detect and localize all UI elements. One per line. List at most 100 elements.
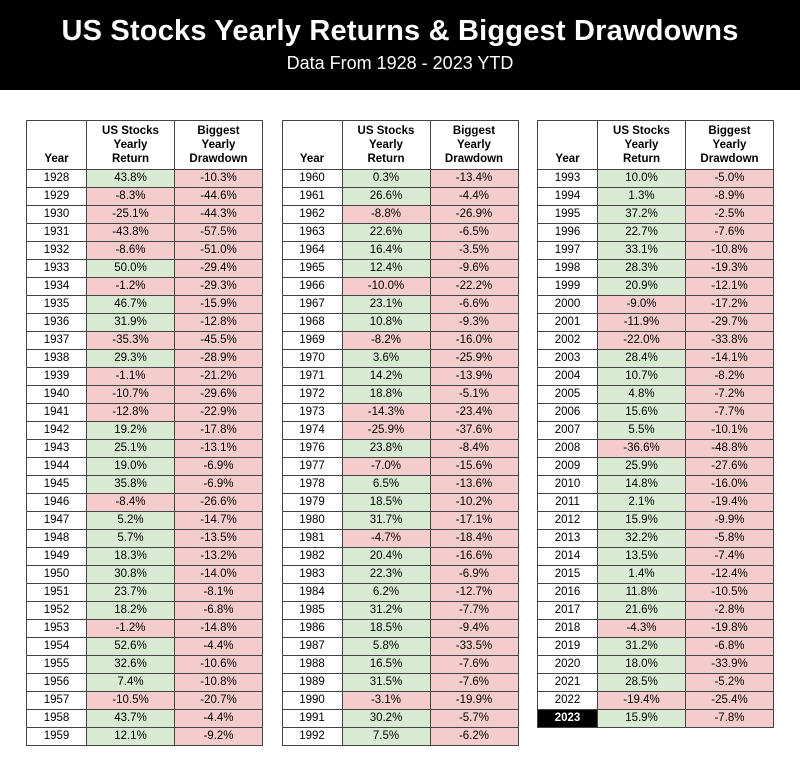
- drawdown-cell: -28.9%: [174, 349, 263, 369]
- year-cell: 2010: [537, 475, 598, 495]
- year-cell: 1960: [281, 169, 343, 189]
- return-cell: -9.0%: [597, 295, 686, 315]
- table-row: 1955 32.6% -10.6%: [26, 655, 263, 675]
- returns-table-1: Year US Stocks Yearly Return Biggest Yearl…: [26, 120, 263, 747]
- drawdown-cell: -19.8%: [685, 619, 774, 639]
- returns-table-2: Year US Stocks Yearly Return Biggest Yearl…: [281, 120, 519, 747]
- drawdown-cell: -7.4%: [685, 547, 774, 567]
- drawdown-cell: -6.9%: [174, 457, 263, 477]
- return-cell: 15.9%: [597, 709, 686, 729]
- return-cell: -8.2%: [341, 331, 431, 351]
- drawdown-cell: -26.9%: [429, 205, 519, 225]
- return-column-header: US Stocks Yearly Return: [597, 120, 686, 171]
- table-row: 1981 -4.7% -18.4%: [281, 529, 519, 549]
- drawdown-cell: -4.4%: [174, 637, 263, 657]
- table-row: 1965 12.4% -9.6%: [281, 259, 519, 279]
- table-row: 1946 -8.4% -26.6%: [26, 493, 263, 513]
- return-cell: -8.4%: [86, 493, 175, 513]
- table-row: 1941 -12.8% -22.9%: [26, 403, 263, 423]
- year-cell: 1997: [537, 241, 598, 261]
- drawdown-cell: -33.5%: [429, 637, 519, 657]
- table-row: 1938 29.3% -28.9%: [26, 349, 263, 369]
- page-subtitle: Data From 1928 - 2023 YTD: [286, 53, 514, 74]
- drawdown-cell: -10.6%: [174, 655, 263, 675]
- return-cell: 32.2%: [597, 529, 686, 549]
- table-row: 1970 3.6% -25.9%: [281, 349, 519, 369]
- header-row: Year US Stocks Yearly Return Biggest Yearl…: [281, 120, 519, 171]
- drawdown-cell: -25.9%: [429, 349, 519, 369]
- table-row: 1972 18.8% -5.1%: [281, 385, 519, 405]
- page-title: US Stocks Yearly Returns & Biggest Drawd…: [61, 15, 739, 47]
- drawdown-cell: -7.7%: [429, 601, 519, 621]
- drawdown-cell: -15.6%: [429, 457, 519, 477]
- return-cell: -10.0%: [341, 277, 431, 297]
- drawdown-cell: -19.4%: [685, 493, 774, 513]
- table-row: 2012 15.9% -9.9%: [537, 511, 774, 531]
- drawdown-cell: -10.1%: [685, 421, 774, 441]
- drawdown-cell: -7.6%: [429, 655, 519, 675]
- year-cell: 1934: [26, 277, 87, 297]
- table-row: 2014 13.5% -7.4%: [537, 547, 774, 567]
- year-cell: 2023: [537, 709, 598, 729]
- drawdown-cell: -16.0%: [429, 331, 519, 351]
- year-cell: 1937: [26, 331, 87, 351]
- year-cell: 1986: [281, 619, 343, 639]
- table-row: 1995 37.2% -2.5%: [537, 205, 774, 225]
- year-cell: 2011: [537, 493, 598, 513]
- return-cell: 20.4%: [341, 547, 431, 567]
- drawdown-cell: -5.8%: [685, 529, 774, 549]
- table-row: 1996 22.7% -7.6%: [537, 223, 774, 243]
- return-cell: 19.2%: [86, 421, 175, 441]
- drawdown-cell: -3.5%: [429, 241, 519, 261]
- table-row: 1928 43.8% -10.3%: [26, 169, 263, 189]
- return-cell: -25.9%: [341, 421, 431, 441]
- drawdown-cell: -7.8%: [685, 709, 774, 729]
- year-cell: 1989: [281, 673, 343, 693]
- year-cell: 2013: [537, 529, 598, 549]
- drawdown-cell: -48.8%: [685, 439, 774, 459]
- return-cell: -7.0%: [341, 457, 431, 477]
- year-cell: 1982: [281, 547, 343, 567]
- table-row: 1940 -10.7% -29.6%: [26, 385, 263, 405]
- table-row: 1931 -43.8% -57.5%: [26, 223, 263, 243]
- table-row: 2020 18.0% -33.9%: [537, 655, 774, 675]
- table-row: 1993 10.0% -5.0%: [537, 169, 774, 189]
- year-cell: 1947: [26, 511, 87, 531]
- return-cell: 29.3%: [86, 349, 175, 369]
- return-cell: 10.8%: [341, 313, 431, 333]
- return-cell: -4.7%: [341, 529, 431, 549]
- drawdown-cell: -18.4%: [429, 529, 519, 549]
- return-cell: 32.6%: [86, 655, 175, 675]
- return-cell: 1.3%: [597, 187, 686, 207]
- drawdown-cell: -57.5%: [174, 223, 263, 243]
- table-row: 1957 -10.5% -20.7%: [26, 691, 263, 711]
- year-cell: 1963: [281, 223, 343, 243]
- year-cell: 1968: [281, 313, 343, 333]
- table-row: 2019 31.2% -6.8%: [537, 637, 774, 657]
- drawdown-cell: -51.0%: [174, 241, 263, 261]
- table-row: 1936 31.9% -12.8%: [26, 313, 263, 333]
- return-cell: 22.7%: [597, 223, 686, 243]
- return-cell: 18.5%: [341, 493, 431, 513]
- return-cell: -1.1%: [86, 367, 175, 387]
- year-cell: 1996: [537, 223, 598, 243]
- year-cell: 1961: [281, 187, 343, 207]
- year-cell: 2005: [537, 385, 598, 405]
- table-row: 2022 -19.4% -25.4%: [537, 691, 774, 711]
- drawdown-cell: -29.7%: [685, 313, 774, 333]
- return-cell: -10.5%: [86, 691, 175, 711]
- drawdown-cell: -10.2%: [429, 493, 519, 513]
- drawdown-cell: -14.8%: [174, 619, 263, 639]
- year-cell: 1933: [26, 259, 87, 279]
- table-row: 1997 33.1% -10.8%: [537, 241, 774, 261]
- return-cell: -10.7%: [86, 385, 175, 405]
- drawdown-cell: -33.9%: [685, 655, 774, 675]
- return-cell: 11.8%: [597, 583, 686, 603]
- return-cell: 46.7%: [86, 295, 175, 315]
- year-cell: 1941: [26, 403, 87, 423]
- drawdown-cell: -7.6%: [685, 223, 774, 243]
- year-cell: 1973: [281, 403, 343, 423]
- year-cell: 1959: [26, 727, 87, 747]
- table-row: 1951 23.7% -8.1%: [26, 583, 263, 603]
- return-cell: 25.1%: [86, 439, 175, 459]
